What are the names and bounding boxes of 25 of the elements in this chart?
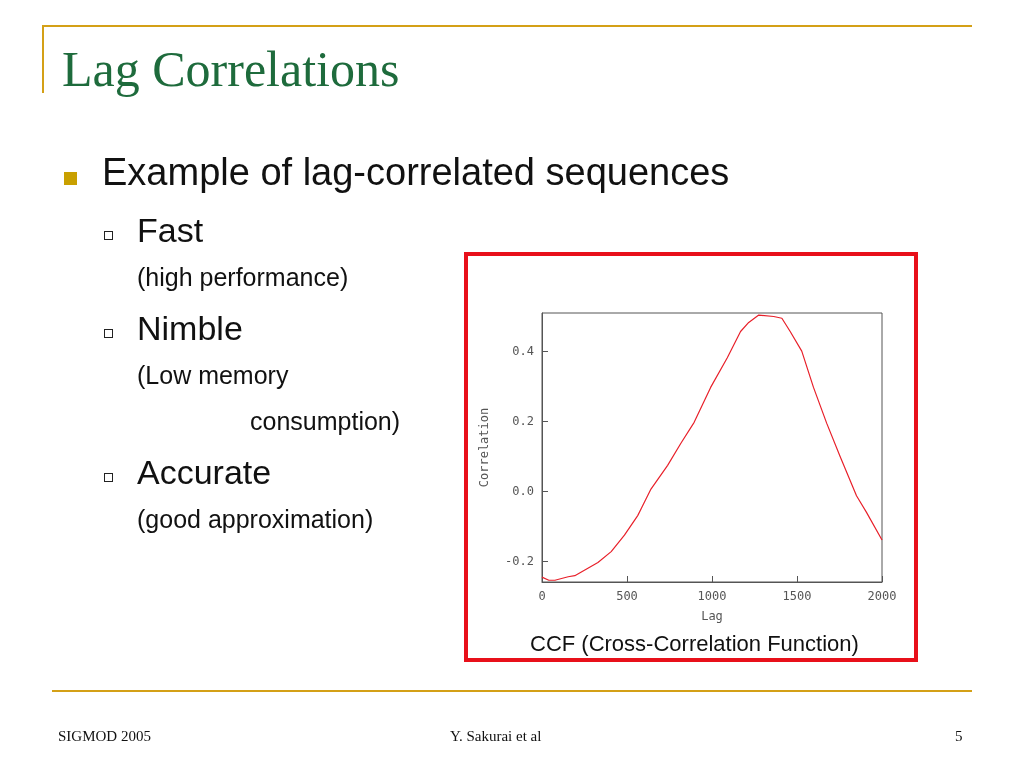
line-series (541, 314, 883, 581)
text: SIGMOD 2005 (58, 728, 151, 745)
chart-title: Lag Correlations (62, 41, 400, 97)
text: Y. Sakurai et al (450, 728, 542, 745)
x-tick-label: 1500 (782, 589, 812, 603)
y-tick-label: 0.0 (512, 484, 534, 499)
text: (high performance) (137, 263, 349, 292)
text: Nimble (137, 309, 243, 348)
x-tick-label: 0 (538, 589, 546, 603)
text: consumption) (250, 407, 401, 436)
x-axis-title: Lag (701, 609, 723, 623)
text: Accurate (137, 453, 272, 492)
text: CCF (Cross-Correlation Function) (530, 631, 859, 657)
y-tick-label: -0.2 (505, 554, 534, 569)
text: Fast (137, 211, 204, 250)
text: Example of lag-correlated sequences (102, 151, 730, 194)
text: (Low memory (137, 361, 289, 390)
y-axis-title: Correlation (477, 407, 491, 488)
x-tick-label: 2000 (867, 589, 897, 603)
x-tick-label: 500 (616, 589, 638, 603)
text: 5 (955, 728, 963, 745)
y-tick-label: 0.2 (512, 414, 534, 429)
x-tick-label: 1000 (697, 589, 727, 603)
y-tick-label: 0.4 (512, 344, 534, 359)
text: (good approximation) (137, 505, 374, 534)
